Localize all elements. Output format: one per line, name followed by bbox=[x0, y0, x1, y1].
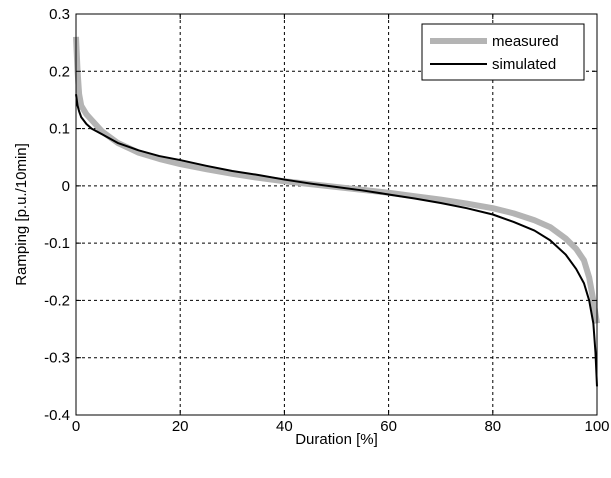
plot-frame bbox=[75, 13, 598, 416]
x-tick-label: 60 bbox=[380, 418, 397, 435]
x-tick-label: 40 bbox=[276, 418, 293, 435]
x-tick-label: 0 bbox=[72, 418, 80, 435]
y-tick-label: 0.2 bbox=[49, 63, 70, 80]
x-tick-label: 100 bbox=[584, 418, 609, 435]
legend-label-simulated: simulated bbox=[492, 56, 556, 73]
y-tick-label: -0.1 bbox=[44, 235, 70, 252]
legend-label-measured: measured bbox=[492, 33, 559, 50]
x-tick-label: 80 bbox=[484, 418, 501, 435]
legend: measured simulated bbox=[421, 23, 585, 81]
y-tick-label: -0.4 bbox=[44, 407, 70, 424]
y-axis-title: Ramping [p.u./10min] bbox=[13, 143, 30, 286]
y-tick-label: 0.3 bbox=[49, 6, 70, 23]
y-tick-label: -0.3 bbox=[44, 350, 70, 367]
x-axis-ticks: 0 20 40 60 80 100 bbox=[72, 14, 610, 435]
y-tick-label: 0 bbox=[62, 178, 70, 195]
series-line-simulated bbox=[75, 94, 598, 387]
y-axis-ticks: -0.4 -0.3 -0.2 -0.1 0 0.1 0.2 0.3 bbox=[44, 6, 597, 424]
y-tick-label: -0.2 bbox=[44, 292, 70, 309]
series-layer bbox=[73, 36, 600, 387]
x-axis-title: Duration [%] bbox=[295, 431, 378, 448]
y-tick-label: 0.1 bbox=[49, 121, 70, 138]
x-tick-label: 20 bbox=[172, 418, 189, 435]
legend-box bbox=[421, 23, 585, 81]
